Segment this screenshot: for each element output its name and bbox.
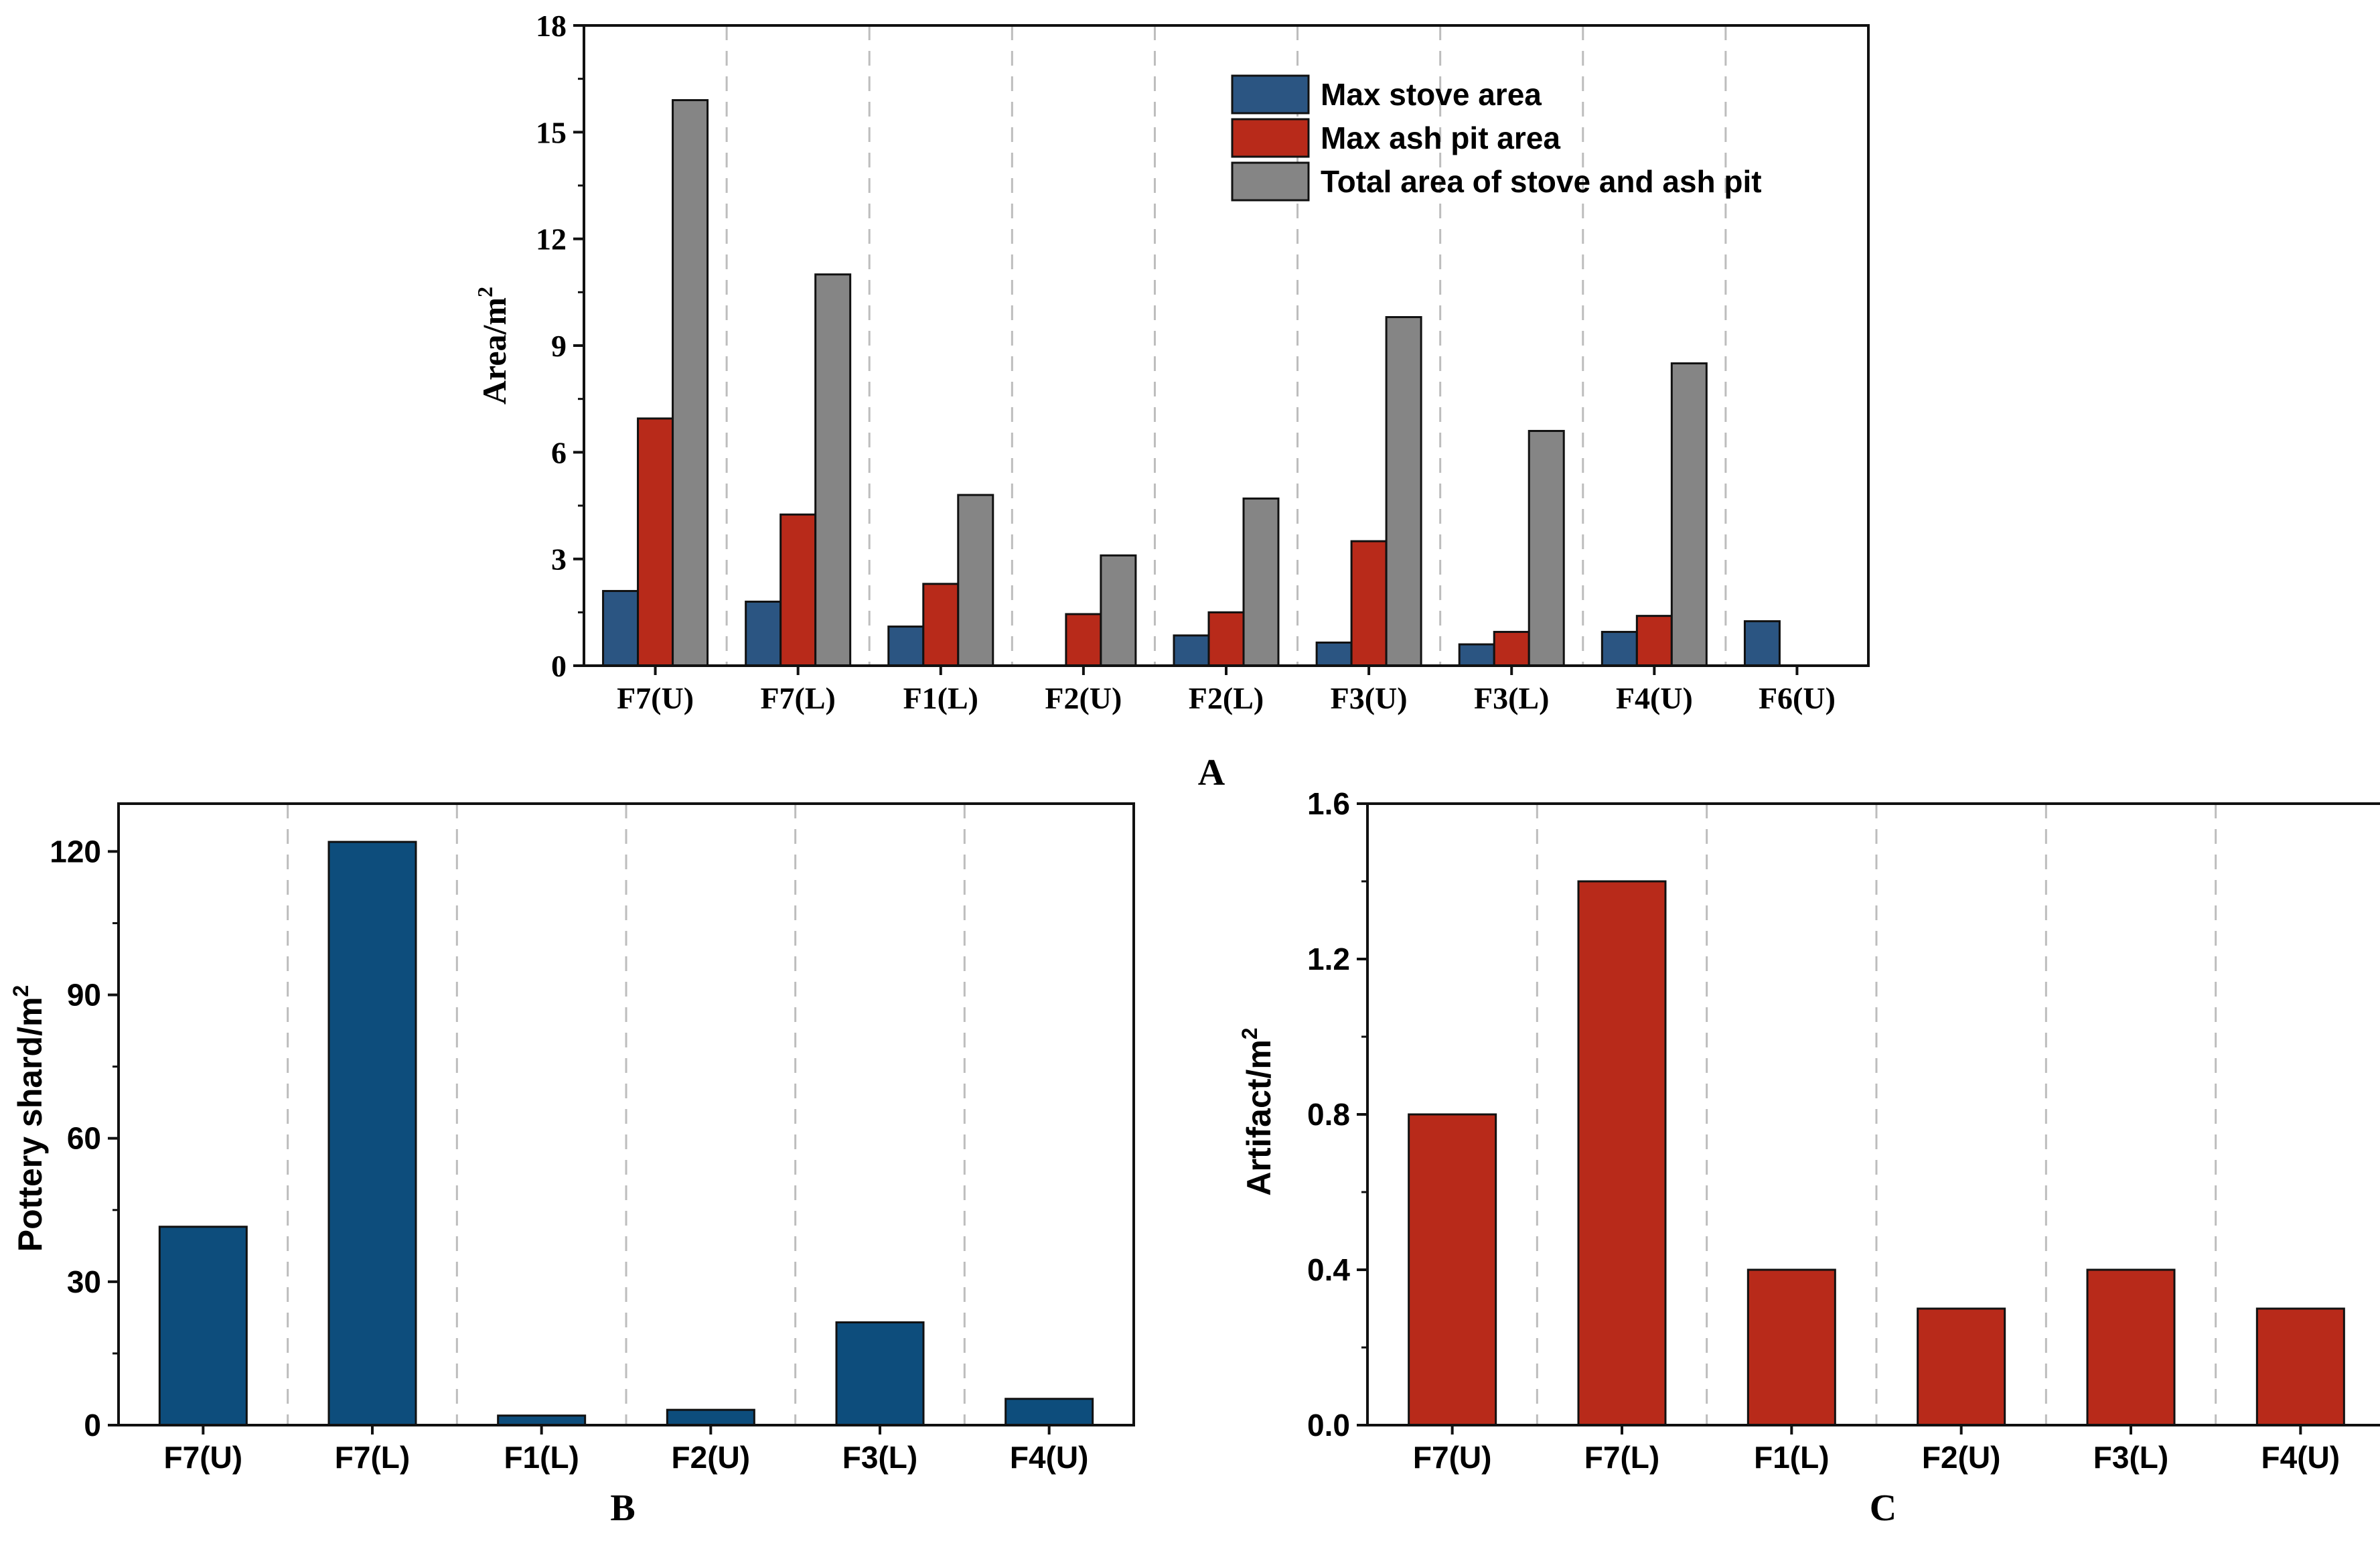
- bar-f7l-s2: [814, 273, 852, 667]
- bar-f3l-s1: [1493, 631, 1530, 667]
- bar-f7u-s0: [1408, 1113, 1497, 1426]
- chart-panel-a: 0 3 6 9 12 15 18 F7(U) F7(L) F1(L) F2(U) F2(L) F3(U)…: [473, 9, 1870, 794]
- plot-frame: [1366, 802, 2380, 1426]
- y-tick-label: 3: [551, 542, 567, 577]
- x-tick-label: F1(L): [504, 1440, 579, 1475]
- y-tick-label: 9: [551, 329, 567, 363]
- legend-swatch: [1231, 74, 1310, 115]
- x-tick-label: F1(L): [903, 681, 978, 715]
- x-tick-label: F1(L): [1754, 1440, 1829, 1475]
- bar-f7l-s0: [1577, 880, 1667, 1426]
- bar-f7l-s0: [745, 600, 782, 667]
- bar-f3u-s2: [1385, 316, 1422, 667]
- x-tick-label: F7(U): [1413, 1440, 1492, 1475]
- bar-f2l-s2: [1242, 497, 1280, 667]
- bar-f4u-s2: [1670, 362, 1708, 667]
- x-tick-label: F7(L): [760, 681, 835, 715]
- plot-frame: [117, 802, 1135, 1426]
- x-tick-label: F7(U): [164, 1440, 243, 1475]
- bar-f3u-s1: [1350, 540, 1388, 667]
- legend-label: Max stove area: [1321, 77, 1542, 112]
- x-tick-label: F7(L): [335, 1440, 410, 1475]
- y-tick-label: 15: [536, 115, 567, 149]
- bar-f7u-s2: [672, 99, 709, 667]
- y-tick-label: 1.6: [1307, 786, 1350, 821]
- x-tick-label: F6(U): [1759, 681, 1836, 715]
- x-tick-label: F2(L): [1189, 681, 1264, 715]
- bar-f1l-s0: [497, 1414, 587, 1426]
- bar-f2u-s0: [1917, 1307, 2006, 1426]
- y-tick-label: 6: [551, 435, 567, 469]
- chart-panel-b: 0 30 60 90 120 F7(U) F7(L) F1(L) F2(U) F3(L) F4(U)…: [9, 802, 1135, 1529]
- legend-label: Total area of stove and ash pit: [1321, 164, 1762, 199]
- bar-f2u-s0: [666, 1408, 755, 1426]
- x-tick-label: F3(L): [1474, 681, 1549, 715]
- x-tick-label: F4(U): [2261, 1440, 2340, 1475]
- panel-label: B: [610, 1487, 635, 1529]
- legend-swatch: [1231, 118, 1310, 158]
- panel-label: C: [1870, 1487, 1896, 1529]
- bar-f7l-s1: [779, 513, 817, 667]
- bar-f7l-s0: [327, 840, 417, 1426]
- y-axis-title: Artifact/m2: [1238, 1027, 1278, 1195]
- bar-f1l-s0: [887, 626, 925, 667]
- y-tick-label: 0.0: [1307, 1408, 1350, 1443]
- x-tick-label: F3(U): [1331, 681, 1408, 715]
- y-tick-label: 90: [67, 978, 101, 1013]
- x-tick-label: F7(U): [617, 681, 694, 715]
- bar-f3l-s2: [1528, 429, 1565, 667]
- x-tick-label: F4(U): [1010, 1440, 1089, 1475]
- bar-f3l-s0: [835, 1321, 925, 1426]
- x-tick-label: F2(U): [1922, 1440, 2001, 1475]
- y-tick-label: 1.2: [1307, 942, 1350, 976]
- x-tick-label: F3(L): [2093, 1440, 2168, 1475]
- bar-f4u-s0: [1601, 631, 1638, 667]
- legend-label: Max ash pit area: [1321, 121, 1560, 155]
- x-tick-label: F7(L): [1584, 1440, 1659, 1475]
- bar-f1l-s1: [922, 583, 960, 667]
- bar-f7u-s1: [637, 417, 674, 667]
- y-tick-label: 18: [536, 9, 567, 43]
- bar-f2u-s1: [1065, 613, 1102, 667]
- x-tick-label: F4(U): [1616, 681, 1693, 715]
- bar-f4u-s0: [2255, 1307, 2345, 1426]
- bar-f1l-s0: [1746, 1268, 1836, 1426]
- legend-swatch: [1231, 161, 1310, 202]
- y-tick-label: 0.4: [1307, 1252, 1350, 1287]
- bar-f6u-s0: [1743, 620, 1781, 667]
- bar-f2l-s1: [1207, 611, 1245, 667]
- bar-f2l-s0: [1173, 634, 1210, 667]
- bar-f4u-s0: [1005, 1398, 1094, 1426]
- y-axis-title: Area/m2: [473, 287, 513, 405]
- y-tick-label: 0: [84, 1408, 101, 1443]
- bar-f3l-s0: [2086, 1268, 2176, 1426]
- chart-panel-c: 0.0 0.4 0.8 1.2 1.6 F7(U) F7(L) F1(L) F2(U) F3(L)…: [1238, 786, 2380, 1529]
- y-axis-title: Pottery shard/m2: [9, 985, 49, 1252]
- y-tick-label: 30: [67, 1264, 101, 1299]
- y-tick-label: 12: [536, 222, 567, 256]
- y-tick-label: 120: [50, 834, 101, 869]
- bar-f7u-s0: [158, 1226, 248, 1426]
- bar-f4u-s1: [1635, 615, 1673, 667]
- bar-f7u-s0: [602, 589, 640, 667]
- bar-f3l-s0: [1458, 643, 1495, 667]
- panel-label: A: [1198, 752, 1225, 794]
- y-tick-label: 0: [551, 649, 567, 683]
- bar-f2u-s2: [1100, 554, 1137, 667]
- bar-f3u-s0: [1315, 641, 1353, 667]
- x-tick-label: F2(U): [672, 1440, 751, 1475]
- x-tick-label: F3(L): [842, 1440, 917, 1475]
- x-tick-label: F2(U): [1045, 681, 1122, 715]
- legend: Max stove area Max ash pit area Total area…: [1231, 74, 1762, 202]
- bar-f1l-s2: [957, 494, 994, 667]
- y-tick-label: 0.8: [1307, 1097, 1350, 1132]
- y-tick-label: 60: [67, 1121, 101, 1156]
